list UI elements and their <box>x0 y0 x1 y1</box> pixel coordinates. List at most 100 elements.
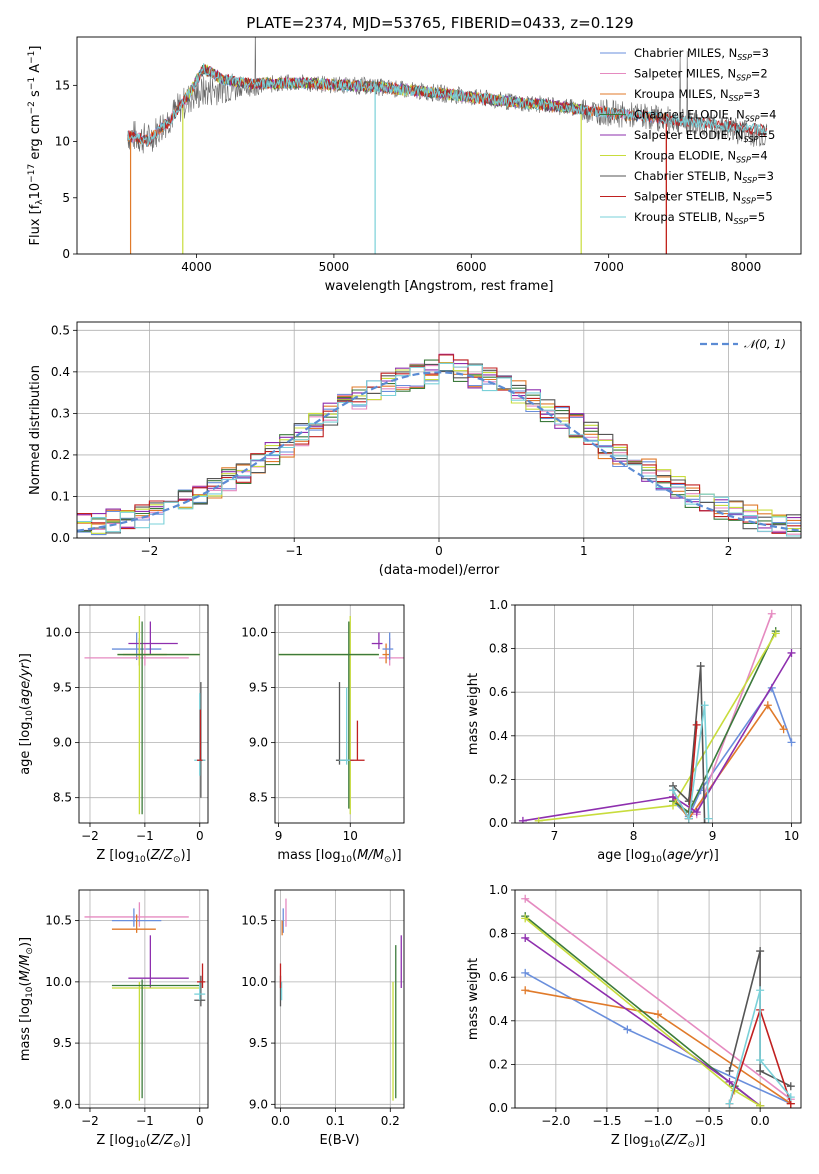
x-axis-label: Z [log10(Z/Z⊙)] <box>96 848 190 865</box>
weight-point-marker <box>756 1066 765 1075</box>
plot-area-age-mass-weight <box>518 609 796 823</box>
label-part: Z/Z <box>664 1133 688 1148</box>
label-part: 10 <box>134 1140 146 1150</box>
panel-ebv-vs-mass: 0.0 0.1 0.2 9.0 9.5 10.0 10.5 E(B-V) <box>241 889 405 1148</box>
legend-entry-sub: SSP <box>736 74 751 83</box>
weight-point-marker <box>534 816 543 823</box>
axes-frame <box>274 889 405 1109</box>
axes-frame <box>78 889 209 1109</box>
label-part: E(B-V) <box>319 1133 359 1148</box>
weight-point-marker <box>786 1093 795 1102</box>
legend-entry: Salpeter STELIB, NSSP=5 <box>634 190 773 206</box>
y-tick-label: 0.4 <box>489 1014 508 1028</box>
label-part: Normed distribution <box>28 365 43 495</box>
weight-point-marker <box>779 725 788 734</box>
weight-series-line <box>672 705 710 822</box>
axes-frame <box>78 604 209 824</box>
label-part: ⊙ <box>384 855 392 865</box>
y-tick-label: 0.0 <box>489 1101 508 1115</box>
weight-point-marker <box>684 814 693 823</box>
label-part: mass [log <box>277 848 340 863</box>
label-part: 10 <box>25 986 35 998</box>
panel-z-mass-weight: −2.0 −1.5 −1.0 −0.5 0.0 0.0 0.2 0.4 0.6 0.8 1.0 Z [… <box>466 883 802 1150</box>
x-tick-label: −1 <box>136 829 154 843</box>
y-axis-label: mass [log10(M/M⊙)] <box>18 937 35 1061</box>
legend-entry: Kroupa STELIB, NSSP=5 <box>634 210 765 226</box>
label-part: λ <box>35 199 45 205</box>
legend-entry-count: =5 <box>748 210 765 224</box>
plot-area-spectrum <box>127 37 768 254</box>
weight-point-marker <box>786 1082 795 1091</box>
label-part: 10 <box>650 855 662 865</box>
y-tick-label: 0.8 <box>489 642 508 656</box>
weight-point-marker <box>787 738 796 747</box>
weight-point-marker <box>692 808 701 817</box>
label-part: s <box>28 90 43 101</box>
x-axis-label: Z [log10(Z/Z⊙)] <box>611 1133 705 1150</box>
weight-series-line <box>538 632 777 822</box>
y-tick-label: 10.0 <box>241 626 268 640</box>
y-tick-label: 0 <box>62 247 70 261</box>
panel-z-vs-age: −2 −1 08.59.09.510.0Z [log10(Z/Z⊙)]age [lo… <box>18 604 209 865</box>
y-tick-label: 9.5 <box>53 1036 72 1050</box>
y-tick-label: 0.2 <box>51 448 70 462</box>
weight-point-marker <box>787 648 796 657</box>
label-part: M/M <box>357 848 384 863</box>
x-tick-label: 4000 <box>181 260 212 274</box>
label-part: ( <box>146 1133 151 1148</box>
x-tick-label: 9 <box>709 829 717 843</box>
x-tick-label: 5000 <box>319 260 350 274</box>
label-part: −1 <box>27 77 37 90</box>
y-tick-label: 0.0 <box>489 816 508 830</box>
weight-series-line <box>672 665 706 823</box>
x-tick-label: −1.5 <box>592 1114 621 1128</box>
weight-series-line <box>524 915 761 1107</box>
label-part: )] <box>18 937 33 947</box>
y-tick-label: 5 <box>62 191 70 205</box>
label-part: ] <box>28 46 43 51</box>
label-part: 10 <box>28 183 43 200</box>
label-part: )] <box>709 848 719 863</box>
label-part: Z/Z <box>150 848 174 863</box>
panel-residual-hist: −2 −1 0 1 2 0.0 0.1 0.2 0.3 0.4 0.5 (data-model)/er… <box>28 321 802 578</box>
legend-entry: Chabrier MILES, NSSP=3 <box>634 46 769 62</box>
y-tick-label: 10.0 <box>45 626 72 640</box>
y-axis-label: mass weight <box>466 673 481 755</box>
weight-point-marker <box>767 609 776 618</box>
label-part: )] <box>181 1133 191 1148</box>
axes-frame <box>76 321 802 539</box>
label-part: Flux [f <box>28 204 43 245</box>
legend-entry-count: =5 <box>756 190 773 204</box>
y-tick-label: 1.0 <box>489 598 508 612</box>
label-part: ( <box>352 848 357 863</box>
y-tick-label: 1.0 <box>489 883 508 897</box>
legend-entry: Kroupa ELODIE, NSSP=4 <box>634 149 768 165</box>
weight-series-line <box>522 652 793 822</box>
y-tick-label: 10.0 <box>241 975 268 989</box>
weight-series-line <box>695 613 773 815</box>
legend-entry-count: =3 <box>743 87 760 101</box>
y-tick-label: 9.5 <box>53 681 72 695</box>
x-tick-label: 9 <box>275 829 283 843</box>
x-tick-label: 0.0 <box>271 1114 290 1128</box>
weight-point-marker <box>756 947 765 956</box>
label-part: )] <box>18 653 33 663</box>
x-tick-label: 8000 <box>731 260 762 274</box>
plot-area-z-mass-weight <box>521 894 795 1108</box>
label-part: ( <box>18 705 33 710</box>
legend-entry-sub: SSP <box>744 135 759 144</box>
y-tick-label: 9.0 <box>249 1097 268 1111</box>
label-part: 10 <box>649 1140 661 1150</box>
label-part: )] <box>695 1133 705 1148</box>
x-tick-label: −2 <box>81 1114 99 1128</box>
y-tick-label: 0.2 <box>489 772 508 786</box>
weight-point-marker <box>700 819 709 823</box>
plot-area-mass-vs-age <box>278 616 404 815</box>
legend-entry-count: =3 <box>752 46 769 60</box>
label-part: ( <box>660 1133 665 1148</box>
legend-entry-gaussian: 𝒩(0, 1) <box>744 337 786 351</box>
label-part: wavelength [Angstrom, rest frame] <box>325 279 554 294</box>
